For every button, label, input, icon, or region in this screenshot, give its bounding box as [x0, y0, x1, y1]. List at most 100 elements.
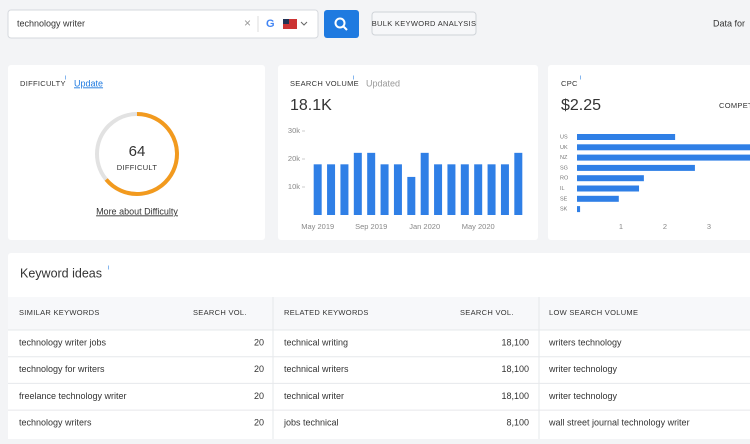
y-tick-label: RO	[560, 176, 569, 182]
table-header	[8, 297, 750, 330]
bar	[500, 164, 509, 215]
cell[interactable]: technical writing	[284, 337, 348, 347]
cell: 18,100	[501, 391, 529, 401]
difficulty-title: DIFFICULTY	[20, 79, 66, 88]
query: technology writer	[17, 18, 85, 28]
bar	[353, 152, 362, 215]
bar	[393, 164, 402, 215]
bar	[434, 164, 443, 215]
cell: 18,100	[501, 337, 529, 347]
keyword-card	[8, 253, 750, 444]
x-tick-label: Sep 2019	[355, 222, 387, 231]
bulk-button-label[interactable]: BULK KEYWORD ANALYSIS	[372, 19, 477, 28]
y-tick-label: SE	[560, 196, 568, 202]
bar	[340, 164, 349, 215]
gauge-arc	[104, 112, 179, 196]
cell[interactable]: writers technology	[548, 337, 622, 347]
column-header: LOW SEARCH VOLUME	[549, 308, 638, 317]
clear-icon[interactable]: ×	[244, 16, 251, 30]
cell: 20	[254, 337, 264, 347]
x-tick-label: 1	[619, 222, 623, 231]
cell[interactable]: technical writers	[284, 364, 349, 374]
dropdown-icon[interactable]	[300, 21, 308, 26]
y-tick-label: UK	[560, 145, 568, 151]
bar	[460, 164, 469, 215]
bar	[327, 164, 336, 215]
cell[interactable]: wall street journal technology writer	[548, 417, 690, 427]
bar	[420, 152, 429, 215]
bar	[577, 134, 676, 140]
bar	[487, 164, 496, 215]
cpc-title: CPC	[561, 79, 578, 88]
info-icon[interactable]: i	[580, 76, 581, 82]
volume-status: Updated	[366, 78, 400, 88]
bar	[577, 144, 750, 151]
column-header: RELATED KEYWORDS	[284, 308, 369, 317]
search-icon	[334, 17, 346, 29]
y-tick-label: US	[560, 134, 568, 140]
competition-label: COMPET	[719, 101, 750, 110]
volume-title: SEARCH VOLUME	[290, 79, 359, 88]
bar	[577, 195, 619, 202]
x-tick-label: May 2019	[301, 222, 334, 231]
cpc-value: $2.25	[561, 97, 601, 114]
search-icon-handle	[342, 25, 348, 31]
difficulty-value: 64	[129, 143, 146, 160]
bar	[407, 176, 416, 215]
data-for: Data for	[713, 18, 745, 28]
difficulty-link[interactable]: More about Difficulty	[96, 206, 178, 216]
column-header: SEARCH VOL.	[193, 308, 247, 317]
column-header: SIMILAR KEYWORDS	[19, 308, 100, 317]
google-icon: G	[266, 18, 275, 30]
bar	[380, 164, 389, 215]
bar	[313, 164, 322, 215]
cell[interactable]: technology for writers	[19, 364, 105, 374]
x-tick-label: May 2020	[462, 222, 495, 231]
column-header: SEARCH VOL.	[460, 308, 514, 317]
cell: 8,100	[506, 417, 529, 427]
flag-icon[interactable]	[283, 19, 297, 29]
bar	[577, 154, 750, 161]
bar	[367, 152, 376, 215]
update-link[interactable]: Update	[74, 78, 103, 88]
difficulty-label: DIFFICULT	[117, 163, 158, 172]
flag-canton	[283, 19, 289, 24]
cell[interactable]: freelance technology writer	[19, 391, 127, 401]
cell: 18,100	[501, 364, 529, 374]
cell: 20	[254, 391, 264, 401]
cell[interactable]: writer technology	[548, 364, 618, 374]
bulk-button[interactable]	[371, 11, 477, 36]
info-icon[interactable]: i	[108, 266, 109, 272]
x-tick-label: 3	[707, 222, 711, 231]
cpc-card	[548, 65, 750, 240]
cell[interactable]: technology writers	[19, 417, 92, 427]
y-tick-label: 20k	[288, 154, 300, 163]
bar	[577, 185, 640, 192]
y-tick-label: 30k	[288, 126, 300, 135]
y-tick-label: SK	[560, 207, 568, 213]
cell[interactable]: technical writer	[284, 391, 344, 401]
y-tick-label: NZ	[560, 155, 568, 161]
bar	[474, 164, 483, 215]
volume-total: 18.1K	[290, 97, 332, 114]
search-button[interactable]	[324, 10, 359, 38]
x-tick-label: Jan 2020	[409, 222, 440, 231]
bar	[577, 164, 695, 171]
y-tick-label: 10k	[288, 182, 300, 191]
cell[interactable]: writer technology	[548, 391, 618, 401]
x-tick-label: 2	[663, 222, 667, 231]
difficulty-card	[8, 65, 265, 240]
info-icon[interactable]: i	[65, 76, 66, 82]
cell[interactable]: jobs technical	[283, 417, 339, 427]
search-input[interactable]	[7, 9, 319, 39]
bar	[577, 206, 581, 213]
info-icon[interactable]: i	[353, 76, 354, 82]
bar	[447, 164, 456, 215]
y-tick-label: SG	[560, 165, 568, 171]
bar	[514, 152, 523, 215]
cell: 20	[254, 417, 264, 427]
cell[interactable]: technology writer jobs	[19, 337, 107, 347]
keyword-title: Keyword ideas	[20, 266, 102, 280]
bar	[577, 175, 644, 182]
